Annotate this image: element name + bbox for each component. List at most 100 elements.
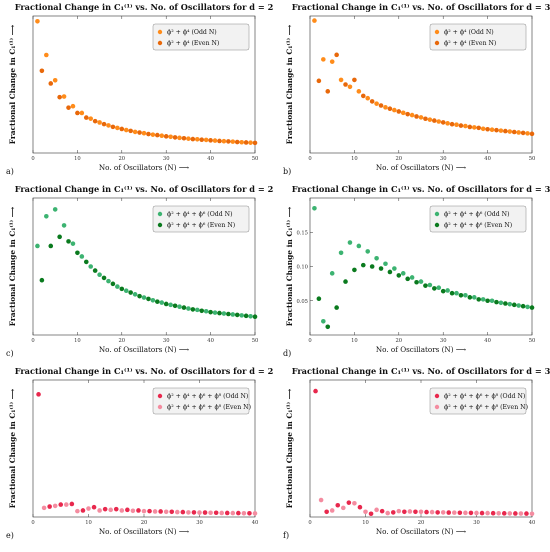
y-axis-label: Fractional Change in C₁⁽¹⁾ ⟶ bbox=[8, 206, 17, 326]
legend: ϕ² + ϕ⁴ + ϕ⁶ + ϕ⁸ (Odd N) ϕ² + ϕ⁴ + ϕ⁶ + … bbox=[152, 387, 251, 415]
data-point bbox=[365, 95, 371, 101]
data-point bbox=[524, 511, 529, 516]
data-point bbox=[369, 99, 375, 104]
data-point bbox=[97, 120, 102, 125]
chart-panel-f: Fractional Change in C₁⁽¹⁾ vs. No. of Os… bbox=[283, 366, 550, 540]
data-point bbox=[449, 290, 455, 296]
data-point bbox=[489, 127, 495, 133]
data-point bbox=[136, 508, 141, 513]
chart-panel-a: Fractional Change in C₁⁽¹⁾ vs. No. of Os… bbox=[6, 2, 273, 176]
data-point bbox=[75, 508, 80, 514]
data-point bbox=[480, 126, 486, 132]
panel-letter: c) bbox=[6, 349, 14, 358]
data-point bbox=[52, 503, 58, 509]
x-tick-label: 30 bbox=[473, 520, 480, 526]
data-point bbox=[321, 57, 326, 62]
data-point bbox=[141, 508, 147, 514]
legend-box bbox=[429, 23, 527, 51]
data-point bbox=[57, 234, 62, 240]
data-point bbox=[248, 313, 253, 319]
legend-entry: ϕ² + ϕ⁴ (Odd N) bbox=[167, 29, 217, 36]
data-point bbox=[64, 502, 69, 507]
series-even bbox=[39, 68, 258, 146]
data-point bbox=[325, 324, 331, 330]
data-point bbox=[91, 504, 97, 510]
data-point bbox=[485, 510, 490, 516]
data-point bbox=[212, 138, 218, 143]
legend-marker bbox=[157, 404, 163, 410]
chart-panel-d: Fractional Change in C₁⁽¹⁾ vs. No. of Os… bbox=[283, 184, 550, 358]
data-point bbox=[501, 511, 507, 516]
data-point bbox=[383, 105, 388, 110]
data-point bbox=[236, 510, 241, 516]
data-point bbox=[190, 307, 196, 312]
data-point bbox=[115, 125, 120, 131]
data-point bbox=[146, 131, 151, 137]
x-tick-label: 40 bbox=[207, 156, 214, 162]
data-point bbox=[177, 135, 182, 141]
data-point bbox=[529, 511, 535, 517]
data-point bbox=[479, 510, 485, 516]
data-point bbox=[177, 304, 182, 309]
series-even bbox=[318, 497, 535, 517]
data-point bbox=[409, 112, 415, 118]
data-point bbox=[106, 278, 111, 284]
data-point bbox=[485, 126, 490, 132]
data-point bbox=[80, 508, 86, 513]
data-point bbox=[423, 283, 428, 288]
x-tick-label: 0 bbox=[31, 156, 34, 162]
legend-marker bbox=[434, 40, 440, 46]
data-point bbox=[365, 249, 371, 254]
data-point bbox=[172, 135, 178, 140]
data-point bbox=[379, 508, 385, 514]
data-point bbox=[168, 134, 173, 140]
data-point bbox=[35, 18, 40, 24]
data-point bbox=[471, 295, 477, 300]
data-point bbox=[146, 296, 151, 302]
data-point bbox=[234, 312, 240, 318]
data-point bbox=[110, 281, 116, 287]
data-point bbox=[155, 132, 160, 138]
x-tick-label: 40 bbox=[529, 520, 536, 526]
x-tick-label: 20 bbox=[395, 156, 402, 162]
data-point bbox=[318, 497, 324, 503]
series-odd bbox=[312, 205, 530, 324]
chart-title: Fractional Change in C₁⁽¹⁾ vs. No. of Os… bbox=[15, 184, 274, 194]
x-tick-label: 40 bbox=[484, 338, 491, 344]
data-point bbox=[356, 89, 362, 94]
data-point bbox=[208, 138, 213, 143]
data-point bbox=[66, 239, 71, 244]
data-point bbox=[368, 511, 374, 517]
series-even bbox=[39, 234, 258, 320]
legend-marker bbox=[434, 211, 440, 217]
data-point bbox=[418, 115, 424, 120]
data-point bbox=[405, 111, 410, 117]
data-point bbox=[325, 89, 331, 94]
chart-panel-c: Fractional Change in C₁⁽¹⁾ vs. No. of Os… bbox=[6, 184, 273, 358]
series-even bbox=[316, 52, 535, 137]
data-point bbox=[463, 510, 468, 516]
data-point bbox=[507, 511, 513, 516]
data-point bbox=[208, 510, 213, 516]
legend-box bbox=[152, 387, 250, 415]
x-tick-label: 20 bbox=[141, 520, 148, 526]
x-tick-label: 10 bbox=[362, 520, 369, 526]
data-point bbox=[463, 292, 468, 298]
data-point bbox=[378, 266, 384, 271]
series-odd bbox=[312, 18, 530, 136]
legend-entry: ϕ² + ϕ⁴ + ϕ⁶ (Odd N) bbox=[167, 211, 233, 218]
data-point bbox=[346, 500, 352, 505]
data-point bbox=[247, 510, 252, 516]
data-point bbox=[357, 504, 363, 510]
data-point bbox=[108, 507, 113, 513]
legend-box bbox=[152, 23, 250, 51]
chart-panel-b: Fractional Change in C₁⁽¹⁾ vs. No. of Os… bbox=[283, 2, 550, 176]
x-axis-label: No. of Oscillators (N) ⟶ bbox=[376, 345, 467, 354]
data-point bbox=[159, 300, 165, 305]
data-point bbox=[427, 117, 433, 122]
legend-entry: ϕ² + ϕ⁴ + ϕ⁶ + ϕ⁸ (Even N) bbox=[444, 404, 528, 411]
data-point bbox=[190, 136, 196, 142]
data-point bbox=[463, 123, 468, 129]
data-point bbox=[341, 505, 346, 511]
data-point bbox=[203, 308, 209, 314]
